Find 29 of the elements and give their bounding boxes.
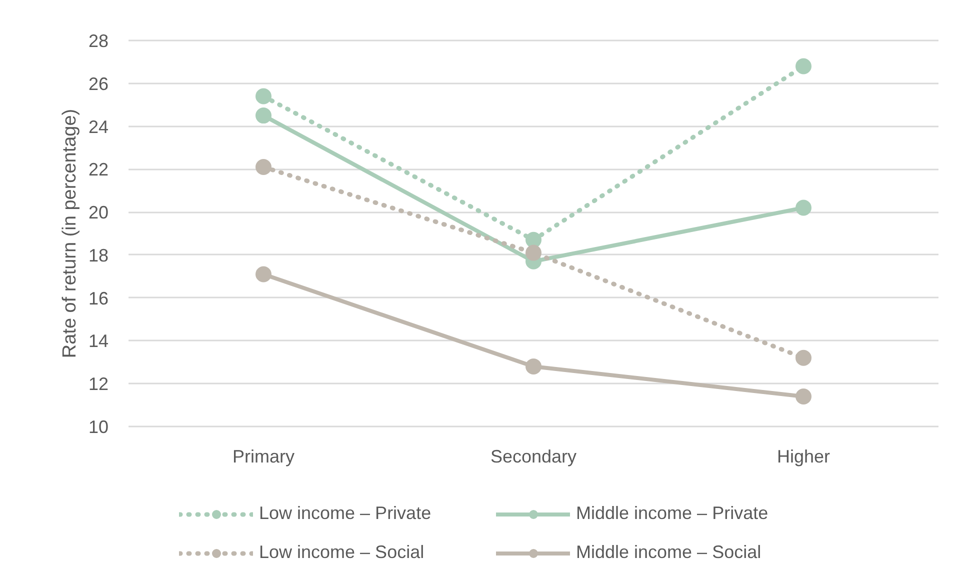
point [796, 58, 812, 74]
point [526, 358, 542, 374]
y-tick-label: 22 [88, 160, 109, 180]
point [526, 244, 542, 261]
point [256, 159, 272, 176]
legend-label: Middle income – Private [576, 503, 770, 524]
y-axis-title: Rate of return (in percentage) [59, 108, 80, 358]
y-tick-label: 24 [88, 116, 109, 137]
y-tick-label: 18 [88, 245, 109, 266]
x-tick-label: Primary [232, 446, 294, 466]
point [256, 88, 272, 104]
legend-label: Middle income – Social [576, 542, 762, 563]
x-tick-label: Secondary [490, 446, 577, 466]
point [796, 200, 812, 216]
y-tick-label: 26 [88, 74, 109, 94]
point [256, 266, 272, 282]
y-tick-label: 12 [88, 374, 109, 394]
y-tick-label: 20 [88, 202, 109, 223]
y-tick-label: 16 [88, 288, 109, 308]
y-tick-label: 14 [88, 331, 109, 352]
point [256, 108, 272, 124]
point [796, 388, 812, 404]
point [526, 232, 542, 248]
y-tick-label: 10 [88, 417, 109, 437]
legend-label: Low income – Social [259, 542, 426, 563]
x-tick-label: Higher [776, 446, 830, 466]
point [796, 350, 812, 366]
y-tick-label: 28 [88, 31, 109, 51]
legend-label: Low income – Private [259, 503, 432, 524]
